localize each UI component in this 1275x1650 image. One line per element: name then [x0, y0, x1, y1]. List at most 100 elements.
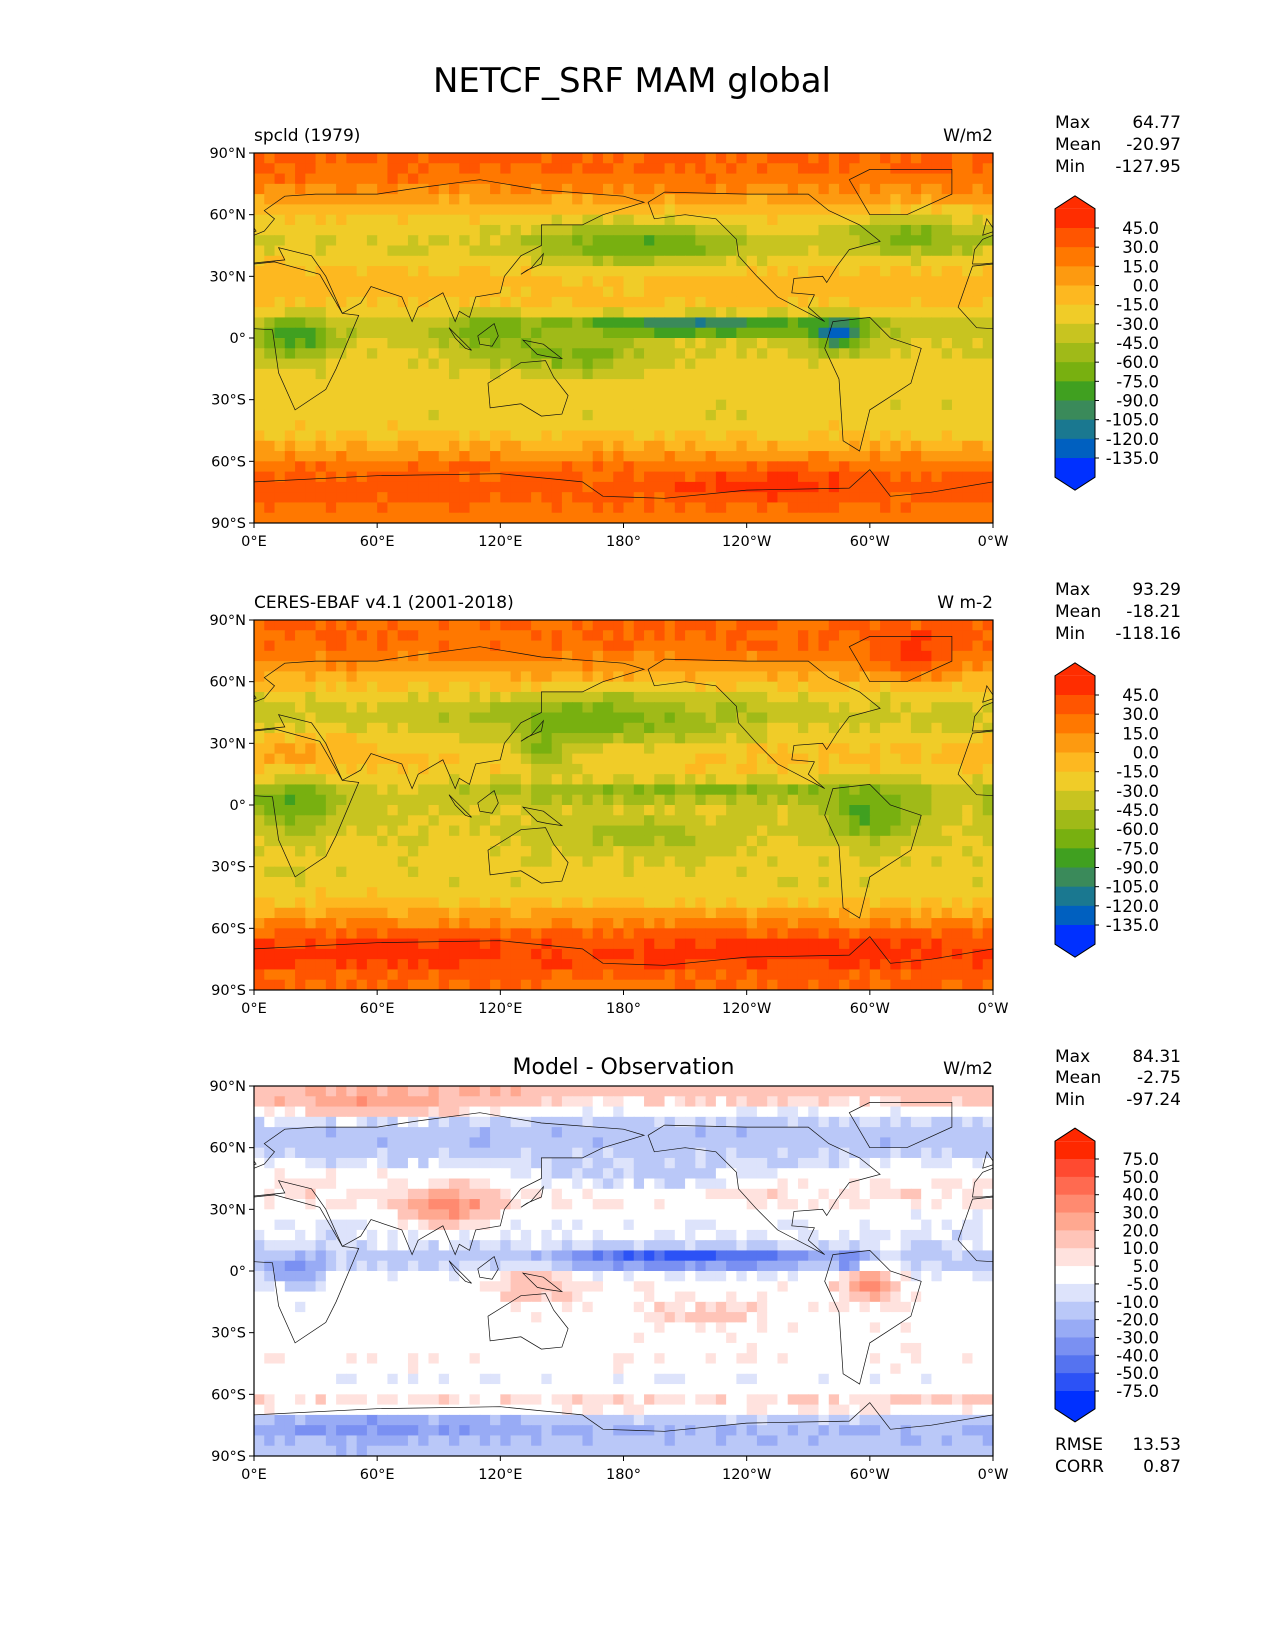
- map-cell: [828, 173, 840, 185]
- map-cell: [582, 671, 594, 683]
- map-cell: [520, 502, 532, 514]
- map-cell: [787, 409, 799, 421]
- map-cell: [664, 502, 676, 514]
- map-cell: [531, 204, 542, 216]
- map-cell: [982, 702, 993, 714]
- map-cell: [880, 358, 891, 370]
- map-cell: [572, 702, 584, 714]
- map-cell: [582, 907, 594, 919]
- map-cell: [787, 671, 799, 683]
- map-cell: [849, 214, 861, 226]
- map-cell: [736, 461, 748, 473]
- map-cell: [295, 825, 306, 837]
- map-cell: [438, 379, 450, 390]
- map-cell: [828, 163, 840, 175]
- map-cell: [941, 805, 953, 816]
- map-cell: [397, 897, 409, 909]
- map-cell: [746, 451, 758, 462]
- map-cell: [449, 661, 460, 672]
- map-cell: [295, 815, 306, 827]
- map-cell: [818, 224, 830, 236]
- map-cell: [438, 163, 450, 175]
- colorbar-tick-label: -120.0: [1106, 430, 1159, 449]
- map-cell: [951, 358, 963, 370]
- map-cell: [818, 409, 830, 421]
- map-cell: [705, 368, 717, 380]
- map-cell: [910, 835, 922, 847]
- map-cell: [982, 630, 993, 642]
- map-cell: [787, 620, 799, 631]
- map-cell: [602, 753, 614, 765]
- map-cell: [500, 691, 512, 703]
- map-cell: [890, 712, 902, 724]
- map-cell: [623, 938, 635, 950]
- map-cell: [459, 224, 471, 236]
- map-cell: [377, 763, 389, 775]
- map-cell: [459, 173, 471, 185]
- map-cell: [428, 691, 440, 703]
- map-cell: [551, 317, 563, 329]
- map-cell: [531, 286, 542, 298]
- map-cell: [438, 338, 450, 349]
- map-cell: [787, 835, 799, 847]
- colorbar-band: [1055, 438, 1095, 459]
- map-cell: [366, 650, 378, 662]
- map-cell: [839, 245, 850, 257]
- map-cell: [407, 194, 419, 205]
- map-cell: [674, 712, 686, 724]
- map-cell: [582, 650, 594, 662]
- map-cell: [633, 348, 645, 360]
- map-cell: [623, 153, 635, 164]
- map-cell: [346, 379, 358, 390]
- map-cell: [346, 897, 358, 909]
- map-cell: [859, 245, 871, 257]
- map-cell: [859, 918, 871, 929]
- map-cell: [407, 897, 419, 909]
- map-cell: [438, 389, 450, 401]
- map-cell: [510, 461, 522, 473]
- map-cell: [274, 451, 286, 462]
- map-cell: [654, 296, 666, 308]
- map-cell: [479, 620, 491, 631]
- map-cell: [818, 650, 830, 662]
- map-cell: [561, 317, 573, 329]
- map-cell: [900, 702, 912, 714]
- map-cell: [592, 492, 604, 504]
- map-cell: [900, 420, 912, 432]
- map-cell: [685, 224, 696, 236]
- map-cell: [777, 722, 789, 734]
- map-cell: [726, 409, 737, 421]
- map-cell: [736, 307, 748, 319]
- map-cell: [880, 918, 891, 929]
- map-cell: [613, 471, 625, 483]
- map-cell: [582, 235, 594, 247]
- map-cell: [982, 163, 993, 175]
- map-cell: [685, 681, 696, 693]
- map-cell: [931, 815, 943, 827]
- map-cell: [910, 471, 922, 483]
- map-cell: [397, 835, 409, 847]
- map-cell: [910, 887, 922, 899]
- map-cell: [808, 317, 820, 329]
- map-cell: [418, 451, 430, 462]
- map-cell: [520, 722, 532, 734]
- map-cell: [910, 815, 922, 827]
- map-cell: [767, 420, 779, 432]
- map-cell: [767, 317, 779, 329]
- map-cell: [479, 784, 491, 796]
- map-cell: [695, 897, 707, 909]
- map-cell: [756, 286, 768, 298]
- map-cell: [859, 296, 871, 308]
- map-cell: [531, 307, 542, 319]
- map-cell: [674, 153, 686, 164]
- map-cell: [756, 876, 768, 888]
- map-cell: [756, 224, 768, 236]
- map-cell: [705, 835, 717, 847]
- map-cell: [685, 183, 696, 195]
- map-cell: [254, 451, 265, 462]
- map-cell: [818, 194, 830, 205]
- map-cell: [808, 286, 820, 298]
- map-cell: [397, 389, 409, 401]
- map-cell: [962, 379, 974, 390]
- map-cell: [336, 173, 347, 185]
